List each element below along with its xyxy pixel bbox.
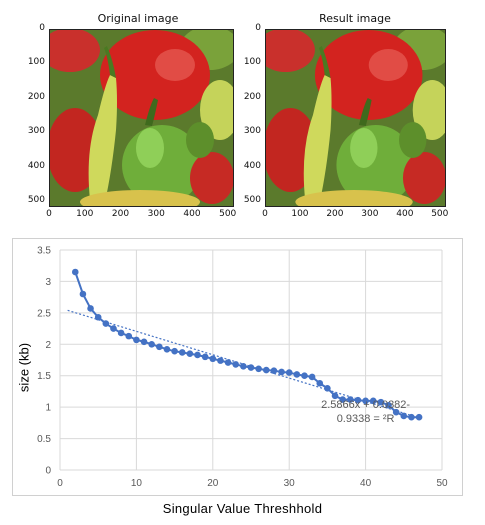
y-axis-title: size (kb) <box>16 342 32 393</box>
image-y-tick: 100 <box>27 57 45 68</box>
image-x-tick: 200 <box>111 209 130 219</box>
data-point <box>377 398 385 406</box>
data-point <box>408 413 415 421</box>
x-tick-label: 40 <box>360 478 372 489</box>
image-y-tick: 500 <box>243 194 261 205</box>
y-tick-label: 1 <box>45 403 51 414</box>
data-point <box>324 384 331 392</box>
image-x-tick: 500 <box>219 209 237 219</box>
data-point <box>125 332 133 340</box>
image-y-tick: 400 <box>27 160 45 171</box>
image-y-tick: 100 <box>243 57 261 68</box>
data-point <box>400 412 408 420</box>
image-y-tick: 200 <box>27 91 45 102</box>
panel-title-original: Original image <box>97 12 179 25</box>
y-tick-label: 0.5 <box>37 434 51 445</box>
data-point <box>71 268 79 276</box>
image-x-tick: 100 <box>76 209 94 219</box>
image-y-tick: 400 <box>243 160 261 171</box>
data-point <box>247 364 255 371</box>
data-point <box>186 350 194 358</box>
x-tick-label: 30 <box>284 478 296 489</box>
data-point <box>240 362 247 370</box>
data-point <box>133 336 140 344</box>
data-point <box>117 329 125 337</box>
image-y-tick: 300 <box>243 126 261 137</box>
data-point <box>79 290 87 298</box>
panel-title-result: Result image <box>319 12 391 25</box>
y-tick-label: 3.5 <box>37 246 51 257</box>
data-point <box>156 343 163 351</box>
image-x-tick: 300 <box>361 209 379 219</box>
data-point <box>201 353 209 361</box>
data-point <box>102 320 110 327</box>
data-point <box>285 369 293 376</box>
trendline-annotation: 2.5866x + 0.0382- <box>321 399 410 411</box>
x-tick-label: 10 <box>131 478 143 489</box>
x-axis-title: Singular Value Threshhold <box>162 501 323 516</box>
data-point <box>178 349 186 356</box>
image-x-tick: 300 <box>147 209 165 219</box>
y-tick-label: 2 <box>45 340 51 351</box>
data-point <box>232 361 240 368</box>
x-tick-label: 0 <box>57 478 63 489</box>
data-point <box>331 392 339 400</box>
data-point <box>270 367 278 374</box>
original-peppers-illustration <box>50 30 233 206</box>
image-y-tick: 0 <box>39 23 45 33</box>
data-point <box>354 396 362 404</box>
trendline-annotation: 0.9338 = ²R <box>337 413 395 425</box>
data-point <box>224 359 232 366</box>
image-x-tick: 400 <box>396 209 414 219</box>
data-point <box>87 305 94 312</box>
y-tick-label: 3 <box>45 277 51 288</box>
data-point <box>347 396 354 403</box>
data-point <box>392 408 400 416</box>
data-point <box>110 325 117 332</box>
data-point <box>255 365 262 373</box>
data-point <box>362 397 369 405</box>
size-vs-threshold-chart: 0 0.5 1 1.5 2 2.5 3 3.5 0 10 20 30 40 50 2.5866x + 0.0… <box>37 246 448 490</box>
data-point <box>369 397 377 405</box>
series-line <box>74 271 420 419</box>
image-x-tick: 400 <box>183 209 201 219</box>
y-tick-label: 0 <box>45 466 51 477</box>
image-y-tick: 300 <box>27 126 45 137</box>
data-point <box>278 368 285 376</box>
data-point <box>316 379 324 387</box>
image-y-tick: 200 <box>243 91 261 102</box>
x-tick-label: 50 <box>436 478 448 489</box>
x-tick-label: 20 <box>207 478 219 489</box>
image-x-tick: 0 <box>262 209 268 219</box>
image-x-tick: 500 <box>431 209 449 219</box>
result-image <box>265 29 446 207</box>
data-point <box>217 357 224 364</box>
y-tick-label: 1.5 <box>37 371 51 382</box>
data-point <box>262 366 270 374</box>
image-y-tick: 0 <box>255 23 261 33</box>
trendline <box>67 309 420 419</box>
chart-frame: 0 0.5 1 1.5 2 2.5 3 3.5 0 10 20 30 40 50 2.5866x + 0.0… <box>12 238 463 496</box>
data-point <box>301 372 308 380</box>
data-point <box>194 351 201 359</box>
image-x-tick: 200 <box>326 209 344 219</box>
result-peppers-illustration <box>266 30 445 206</box>
image-x-tick: 100 <box>291 209 309 219</box>
data-point <box>94 313 102 321</box>
data-point <box>415 413 423 421</box>
data-point <box>171 347 178 355</box>
data-point <box>308 373 316 381</box>
data-point <box>163 346 171 353</box>
data-point <box>293 371 301 378</box>
image-y-tick: 500 <box>27 194 45 205</box>
data-point <box>385 401 392 409</box>
original-image <box>49 29 234 207</box>
image-x-tick: 0 <box>46 209 52 219</box>
data-point <box>339 396 346 403</box>
y-tick-label: 2.5 <box>37 308 51 319</box>
data-point <box>140 338 148 346</box>
data-point <box>148 340 155 348</box>
data-point <box>209 355 217 363</box>
